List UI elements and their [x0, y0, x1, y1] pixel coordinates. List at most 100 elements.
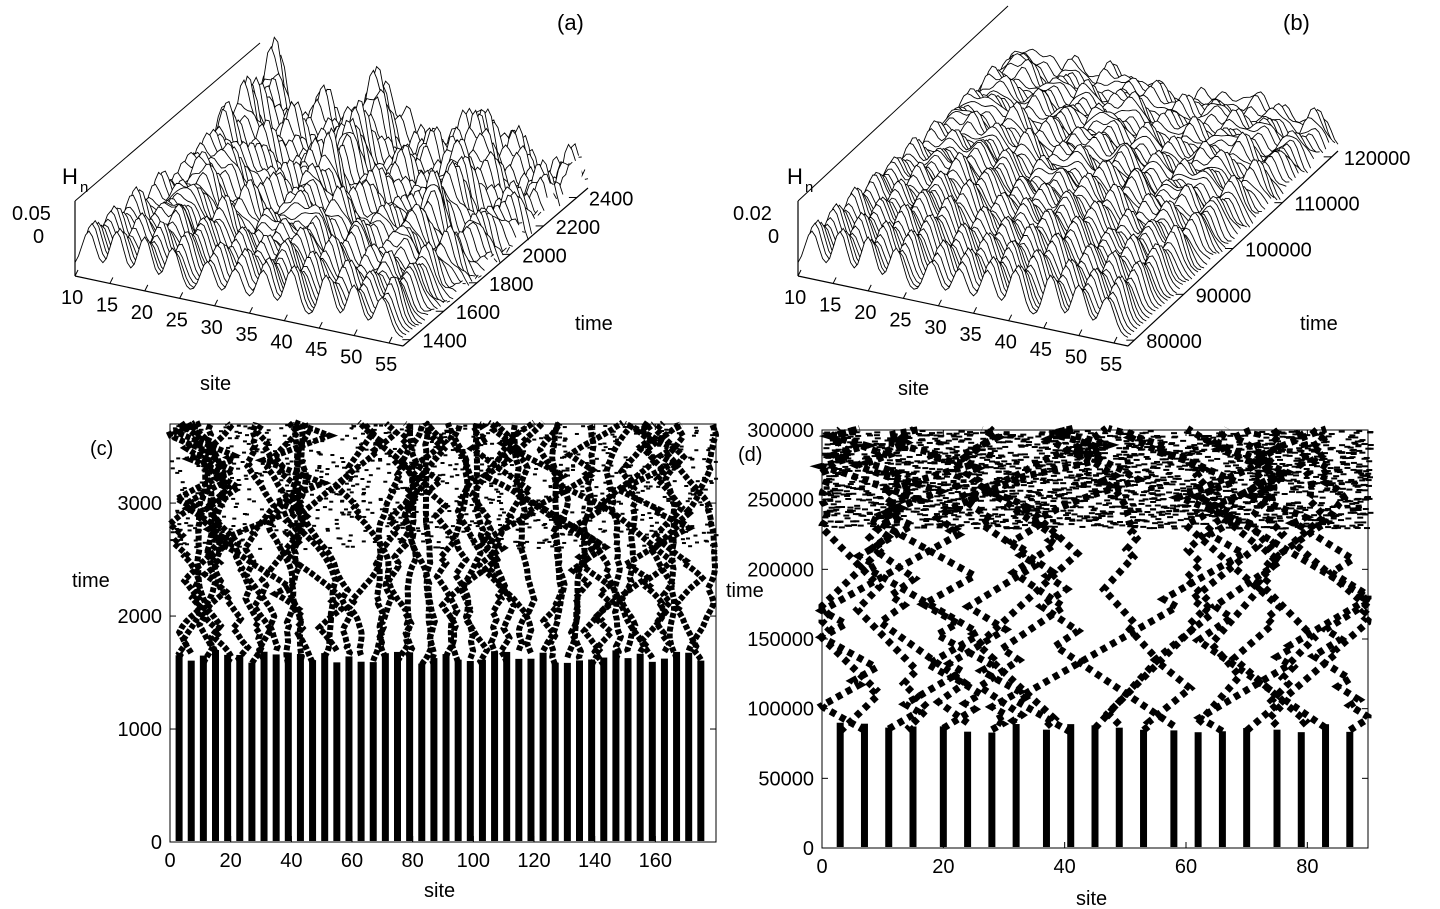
x-tick-mark — [973, 307, 977, 314]
surface-trace — [165, 156, 495, 258]
x-tick-label: 35 — [960, 324, 982, 346]
x-tick-label: 55 — [375, 354, 397, 376]
x-tick-label: 30 — [201, 317, 223, 339]
surface-trace — [986, 66, 1317, 153]
x-tick-label: 55 — [1100, 354, 1122, 376]
breather-column — [333, 662, 341, 841]
y-tick-label: 300000 — [747, 420, 814, 442]
breather-column — [1243, 728, 1251, 847]
panel-a-y-title: time — [575, 313, 613, 335]
panel-d-data — [809, 424, 1374, 847]
breather-column — [1091, 725, 1099, 847]
breather-trajectory — [474, 420, 625, 652]
breather-column — [624, 658, 632, 841]
panel-b-axes: 10 15 20 25 30 35 40 45 50 55 80000 90000 100000 1100… — [784, 5, 1411, 376]
breather-trajectory — [648, 422, 720, 654]
breather-column — [430, 658, 438, 841]
breather-column — [909, 726, 917, 847]
x-tick-mark — [937, 299, 942, 307]
breather-column — [248, 662, 256, 841]
breather-column — [175, 655, 183, 841]
panel-c-label: (c) — [90, 438, 113, 460]
x-tick-label: 0 — [816, 856, 827, 878]
y-tick-label: 90000 — [1196, 285, 1252, 307]
breather-trajectory — [814, 424, 1104, 734]
x-tick-label: 140 — [578, 850, 611, 872]
breather-column — [466, 661, 474, 841]
x-tick-label: 10 — [61, 287, 83, 309]
breather-column — [357, 661, 365, 841]
panel-b-z-axis-title: H n — [787, 164, 813, 196]
x-tick-label: 40 — [1054, 856, 1076, 878]
surface-trace — [797, 230, 1129, 338]
x-tick-label: 80 — [1296, 856, 1318, 878]
panel-a-z-tick: 0 — [33, 226, 44, 248]
x-tick-label: 15 — [96, 294, 118, 316]
breather-trajectory — [241, 421, 281, 652]
panel-b-label: (b) — [1283, 10, 1310, 35]
breather-column — [1115, 727, 1123, 847]
breather-column — [296, 653, 304, 841]
x-tick-label: 20 — [854, 302, 876, 324]
x-tick-mark — [74, 269, 79, 277]
breather-trajectory — [466, 421, 612, 659]
breather-trajectory — [1179, 425, 1311, 728]
x-tick-mark — [1008, 314, 1013, 321]
breather-column — [988, 732, 996, 847]
breather-trajectory — [1224, 426, 1372, 734]
y-tick-label: 1600 — [456, 302, 501, 324]
breather-column — [212, 650, 219, 841]
panel-b-surface-plot: (b) 10 15 20 25 30 35 40 45 50 55 80000 90000 100000… — [733, 5, 1411, 400]
breather-trajectory — [1122, 427, 1264, 733]
breather-column — [503, 651, 511, 841]
y-tick-label: 200000 — [747, 559, 814, 581]
y-tick-label: 1800 — [489, 274, 534, 296]
x-tick-mark — [388, 336, 393, 344]
breather-column — [454, 659, 462, 841]
breather-column — [612, 650, 620, 841]
breather-column — [478, 659, 486, 841]
breather-trajectory — [186, 421, 266, 665]
breather-column — [697, 660, 705, 841]
back-edge-line — [797, 5, 1009, 202]
breather-column — [394, 651, 401, 841]
breather-column — [1067, 724, 1075, 847]
breather-column — [648, 661, 656, 841]
breather-column — [1273, 729, 1281, 847]
x-tick-label: 40 — [280, 850, 302, 872]
breather-column — [381, 653, 389, 841]
breather-trajectory — [345, 422, 430, 657]
breather-column — [515, 658, 523, 841]
breather-column — [527, 658, 535, 841]
breather-trajectory — [199, 419, 339, 654]
x-tick-label: 30 — [924, 317, 946, 339]
x-axis-line — [797, 275, 1129, 347]
breather-trajectory — [177, 420, 252, 663]
panel-b-z-title-main: H — [787, 164, 803, 189]
breather-column — [685, 652, 693, 841]
breather-column — [187, 660, 195, 841]
panel-a-surface-traces — [74, 36, 589, 346]
y-tick-label: 250000 — [747, 490, 814, 512]
breather-trajectory — [862, 426, 1027, 733]
panel-d-y-title: time — [726, 580, 764, 602]
breather-column — [236, 654, 244, 841]
breather-trajectory — [536, 421, 572, 666]
y-tick-label: 110000 — [1294, 194, 1359, 216]
breather-column — [272, 654, 280, 841]
panel-a-z-title-main: H — [62, 164, 78, 189]
y-tick-label: 120000 — [1344, 148, 1411, 170]
x-tick-mark — [1113, 336, 1118, 344]
panel-d-label: (d) — [738, 444, 762, 466]
breather-column — [491, 651, 499, 841]
x-tick-mark — [867, 284, 872, 292]
y-tick-label: 1400 — [422, 331, 467, 353]
x-tick-label: 80 — [402, 850, 424, 872]
breather-column — [284, 652, 292, 841]
panel-a-z-axis-title: H n — [62, 164, 88, 196]
breather-column — [1297, 732, 1305, 847]
x-tick-label: 0 — [164, 850, 175, 872]
breather-trajectory — [1040, 426, 1163, 731]
y-tick-label: 0 — [151, 832, 162, 854]
